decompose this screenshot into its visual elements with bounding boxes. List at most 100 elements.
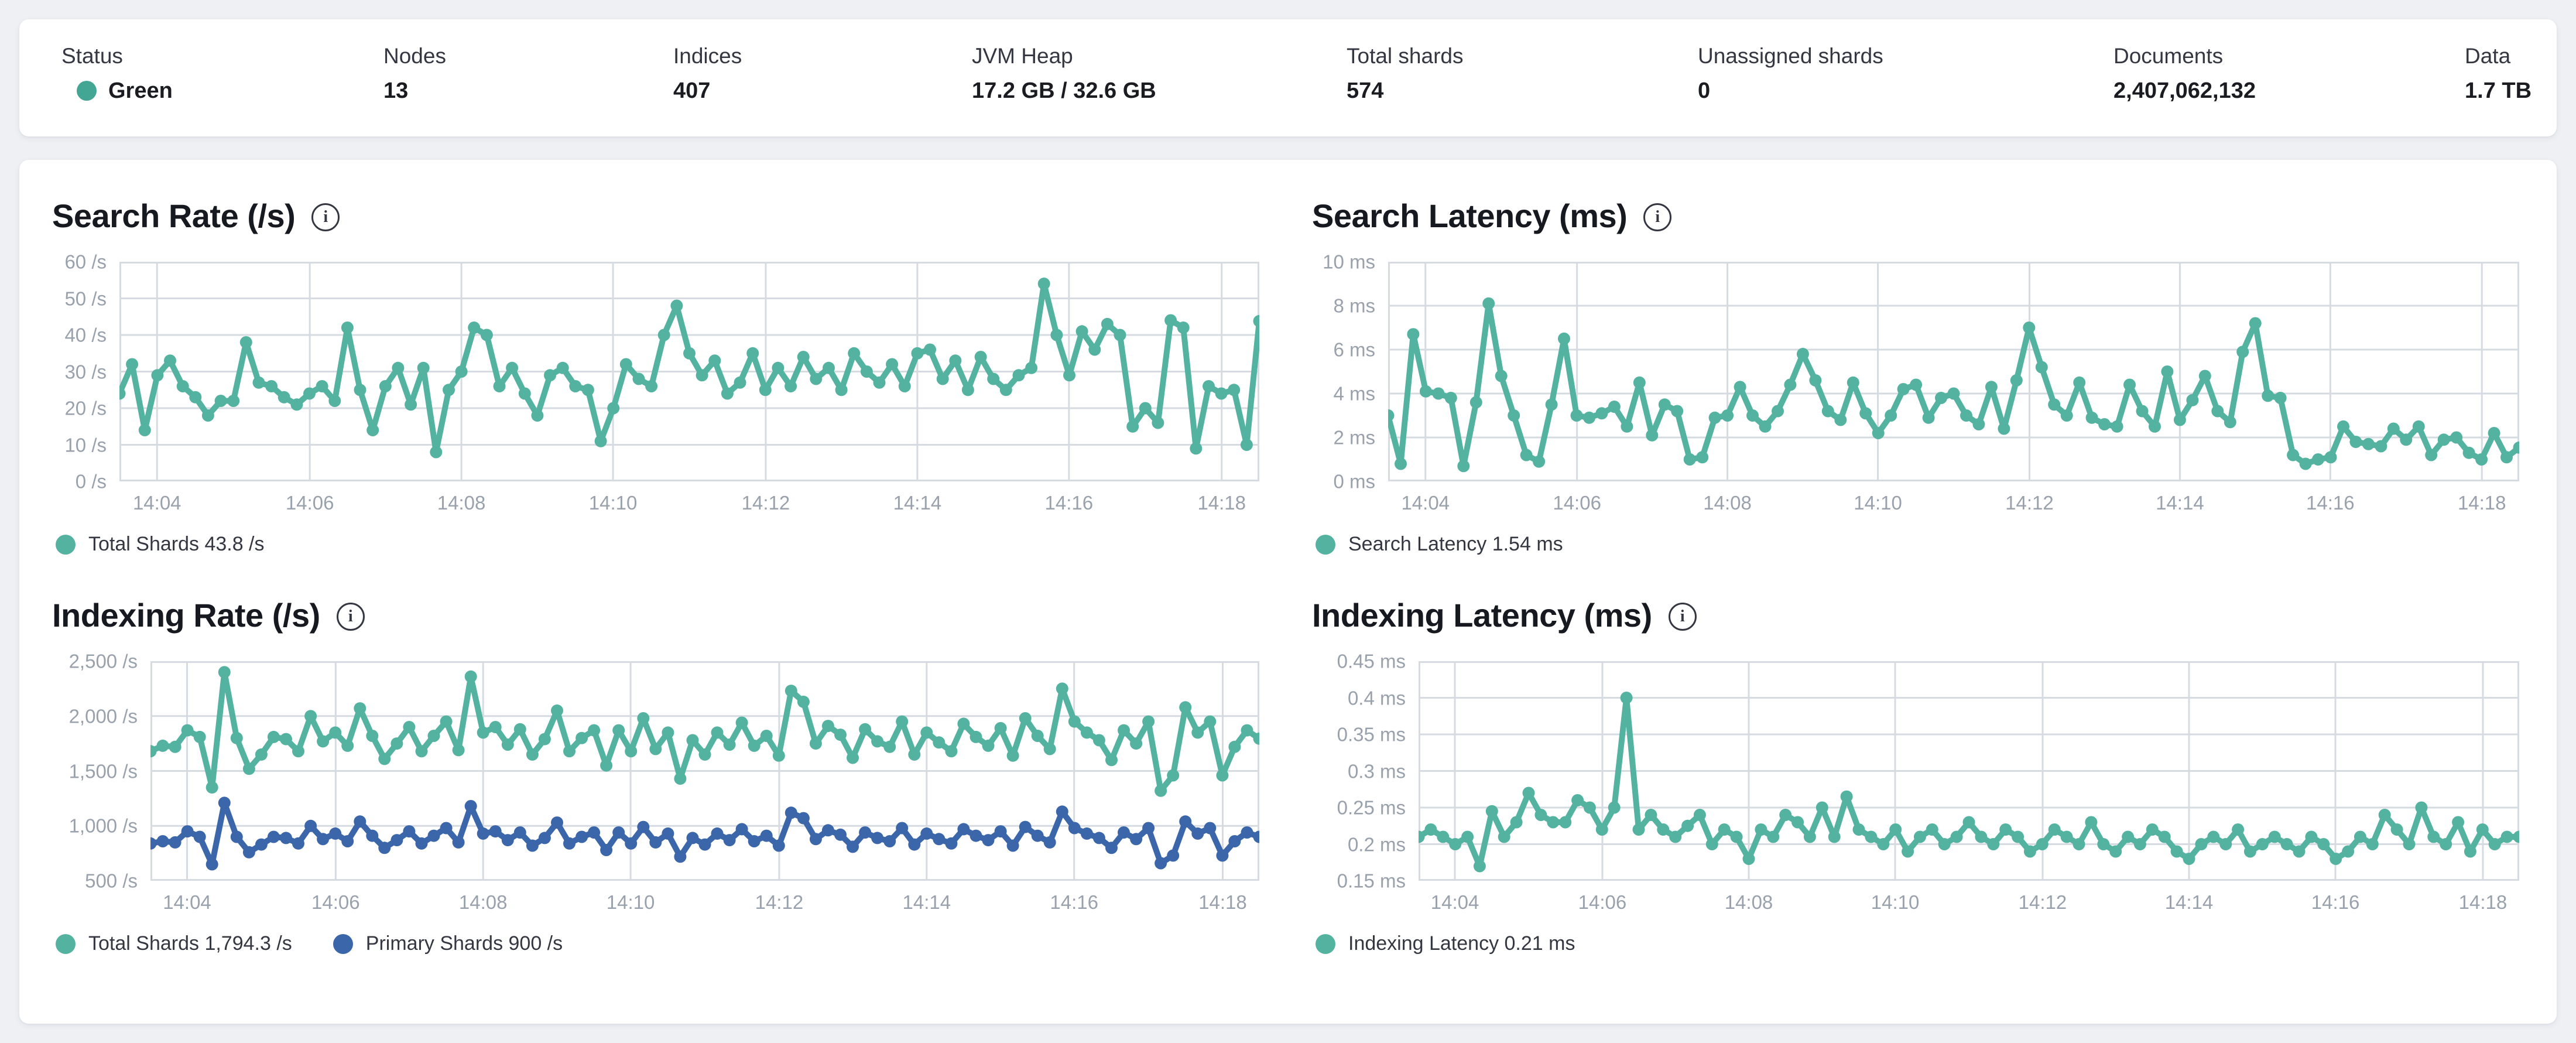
- data-point-marker: [280, 733, 292, 746]
- data-point-marker: [430, 446, 443, 459]
- x-tick-label: 14:08: [458, 891, 508, 913]
- data-point-marker: [138, 424, 151, 436]
- data-point-marker: [1419, 830, 1425, 843]
- data-point-marker: [859, 723, 872, 736]
- info-icon[interactable]: i: [1668, 603, 1697, 631]
- data-point-marker: [176, 380, 189, 392]
- data-point-marker: [2207, 830, 2220, 843]
- data-point-marker: [898, 380, 911, 392]
- data-point-marker: [637, 712, 650, 724]
- plot-canvas[interactable]: [150, 661, 1259, 881]
- data-point-marker: [1179, 701, 1192, 714]
- data-point-marker: [683, 347, 696, 360]
- data-point-marker: [2023, 845, 2036, 858]
- info-icon[interactable]: i: [1643, 203, 1672, 231]
- y-tick-label: 0.4 ms: [1347, 687, 1406, 709]
- data-point-marker: [1461, 830, 1474, 843]
- data-point-marker: [506, 361, 519, 374]
- data-point-marker: [501, 738, 514, 751]
- y-tick-label: 8 ms: [1333, 295, 1375, 317]
- data-point-marker: [2452, 816, 2465, 829]
- y-tick-label: 0.35 ms: [1337, 723, 1406, 746]
- legend-item[interactable]: Primary Shards 900 /s: [333, 932, 563, 955]
- data-point-marker: [1105, 754, 1118, 767]
- search-rate-plot[interactable]: [119, 262, 1259, 481]
- y-tick-label: 10 /s: [64, 434, 107, 456]
- search-latency-plot[interactable]: [1388, 262, 2519, 481]
- data-point-marker: [2400, 433, 2413, 446]
- data-point-marker: [1126, 420, 1139, 433]
- data-point-marker: [1608, 801, 1621, 814]
- stat-total-shards: Total shards 574: [1347, 45, 1698, 102]
- data-point-marker: [2036, 838, 2049, 850]
- data-point-marker: [1510, 816, 1523, 829]
- indexing-rate-plot[interactable]: [150, 661, 1259, 881]
- series-line: [119, 281, 1259, 455]
- data-point-marker: [1950, 830, 1963, 843]
- data-point-marker: [2324, 451, 2337, 464]
- data-point-marker: [2161, 365, 2174, 378]
- data-point-marker: [957, 823, 970, 836]
- data-point-marker: [734, 376, 746, 389]
- legend-item[interactable]: Total Shards 1,794.3 /s: [56, 932, 292, 955]
- data-point-marker: [810, 372, 823, 385]
- stat-label: Indices: [673, 44, 742, 68]
- data-point-marker: [2085, 411, 2098, 424]
- data-point-marker: [526, 839, 539, 852]
- data-point-marker: [1118, 826, 1130, 839]
- data-point-marker: [531, 409, 544, 422]
- data-point-marker: [1998, 422, 2010, 435]
- data-point-marker: [2098, 418, 2111, 430]
- data-point-marker: [1508, 409, 1520, 422]
- legend-item[interactable]: Indexing Latency 0.21 ms: [1316, 932, 1575, 955]
- data-point-marker: [2475, 453, 2488, 466]
- data-point-marker: [1177, 322, 1190, 334]
- data-point-marker: [2378, 809, 2391, 821]
- data-point-marker: [2256, 838, 2269, 850]
- data-point-marker: [1772, 405, 1784, 418]
- legend-label: Total Shards 1,794.3 /s: [88, 932, 292, 955]
- data-point-marker: [1142, 715, 1155, 728]
- data-point-marker: [1910, 378, 1923, 391]
- plot-canvas[interactable]: [1419, 661, 2519, 881]
- data-point-marker: [632, 372, 645, 385]
- x-axis: 14:04 14:06 14:08 14:10 14:12 14:14 14:16 14:18: [1419, 881, 2519, 919]
- y-tick-label: 6 ms: [1333, 338, 1375, 361]
- legend-item[interactable]: Total Shards 43.8 /s: [56, 533, 265, 556]
- data-point-marker: [354, 384, 366, 396]
- data-point-marker: [239, 336, 252, 348]
- data-point-marker: [2513, 441, 2519, 454]
- indexing-latency-plot[interactable]: [1419, 661, 2519, 881]
- data-point-marker: [1872, 427, 1885, 439]
- data-point-marker: [252, 376, 265, 389]
- data-point-marker: [390, 834, 403, 847]
- data-point-marker: [1092, 832, 1105, 844]
- plot-canvas[interactable]: [1388, 262, 2519, 481]
- plot-canvas[interactable]: [119, 262, 1259, 481]
- data-point-marker: [711, 726, 724, 739]
- data-point-marker: [2488, 838, 2501, 850]
- data-point-marker: [156, 739, 169, 752]
- data-point-marker: [292, 745, 304, 758]
- data-point-marker: [227, 395, 240, 407]
- info-icon[interactable]: i: [336, 603, 365, 631]
- data-point-marker: [723, 738, 736, 751]
- data-point-marker: [290, 398, 303, 411]
- info-icon[interactable]: i: [311, 203, 340, 231]
- x-tick-label: 14:04: [132, 492, 181, 514]
- data-point-marker: [625, 745, 638, 758]
- data-point-marker: [1681, 819, 1694, 832]
- data-point-marker: [1734, 381, 1746, 394]
- data-point-marker: [945, 837, 958, 850]
- stat-value: 13: [383, 78, 409, 103]
- legend-item[interactable]: Search Latency 1.54 ms: [1316, 533, 1563, 556]
- x-tick-label: 14:06: [285, 492, 334, 514]
- data-point-marker: [1595, 823, 1608, 836]
- x-tick-label: 14:04: [1401, 492, 1450, 514]
- x-tick-label: 14:08: [1703, 492, 1752, 514]
- data-point-marker: [1645, 809, 1657, 821]
- data-point-marker: [1922, 411, 1935, 424]
- x-tick-label: 14:16: [2311, 891, 2360, 913]
- y-tick-label: 1,500 /s: [68, 760, 138, 782]
- data-point-marker: [480, 329, 493, 341]
